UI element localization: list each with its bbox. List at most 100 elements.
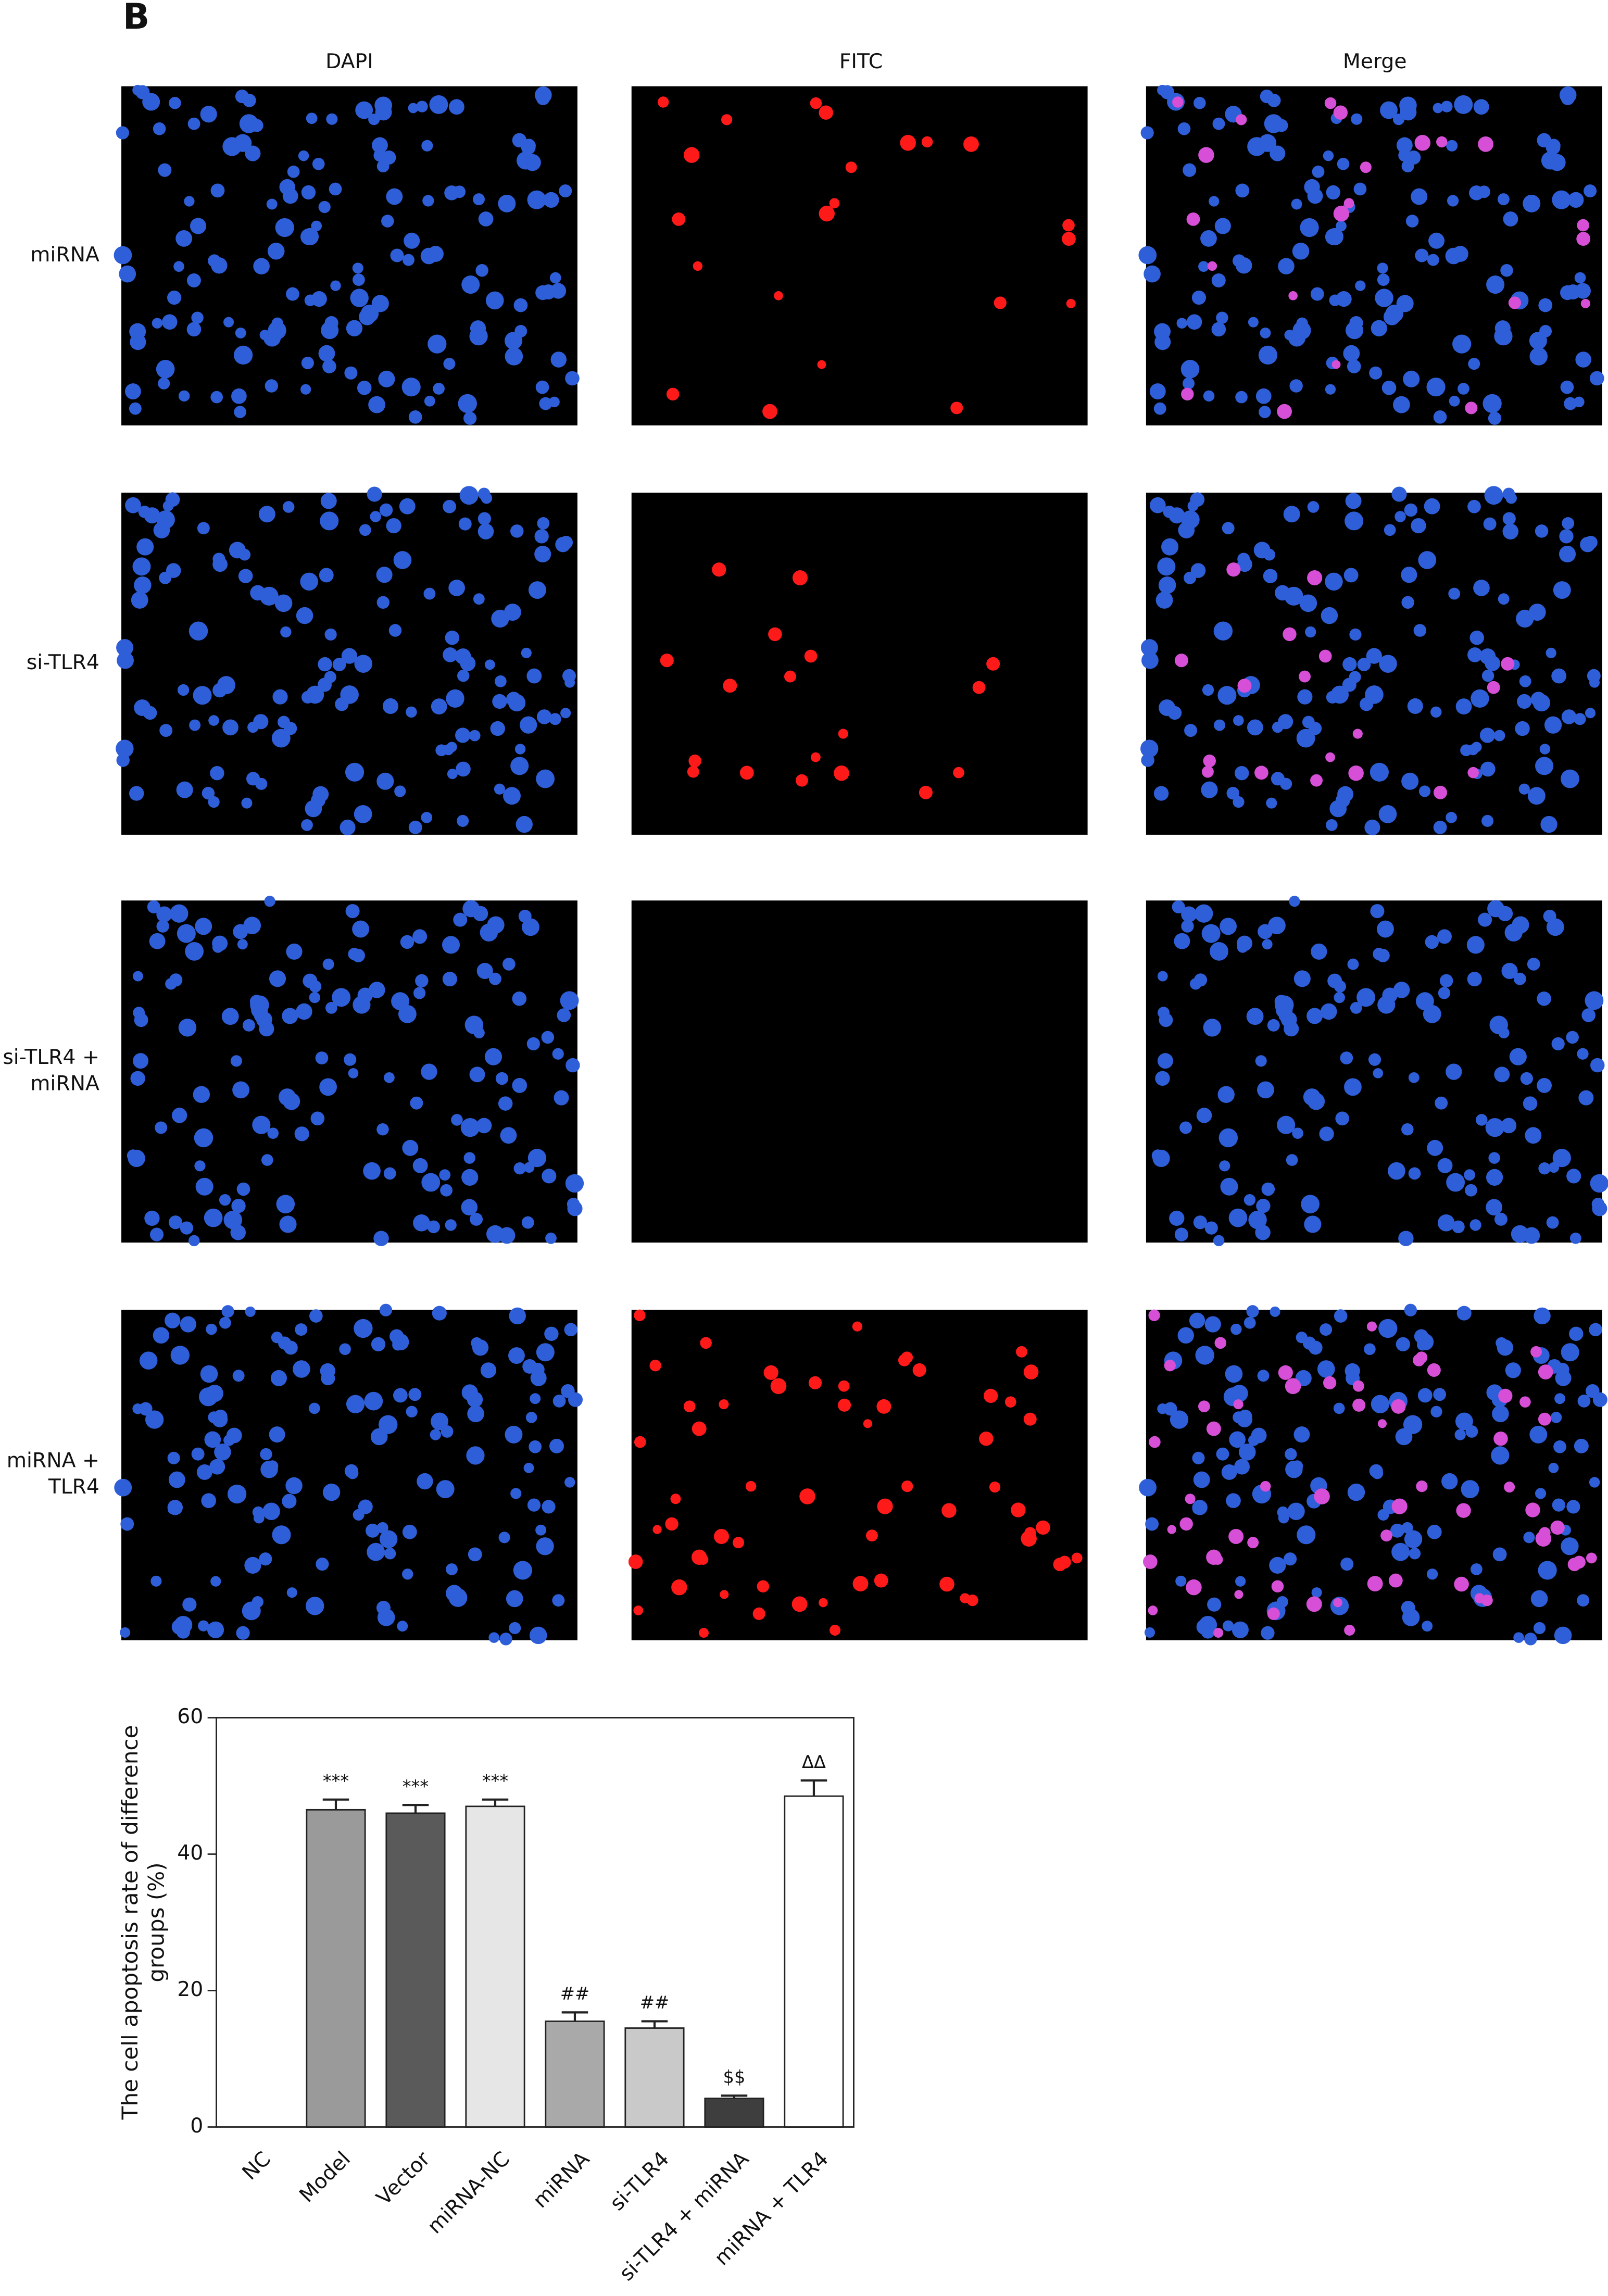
nucleus [236, 1182, 250, 1196]
bar [624, 2027, 685, 2128]
nucleus [262, 1502, 280, 1520]
nucleus [541, 1031, 555, 1044]
nucleus [1413, 624, 1427, 637]
nucleus [1233, 796, 1245, 808]
nucleus [550, 283, 567, 299]
plot-frame [216, 1717, 855, 2128]
nucleus [208, 254, 221, 268]
apoptotic-cell [1233, 1399, 1243, 1410]
nucleus [498, 194, 516, 212]
apoptotic-cell [1377, 1419, 1387, 1428]
nucleus [1302, 1336, 1316, 1350]
apoptotic-cell [762, 404, 777, 419]
nucleus [1574, 272, 1586, 284]
nucleus [1153, 500, 1165, 511]
nucleus [379, 503, 393, 517]
nucleus [423, 587, 436, 600]
nucleus [1395, 511, 1406, 522]
nucleus [366, 1523, 380, 1538]
nucleus [212, 557, 228, 572]
nucleus [169, 973, 183, 987]
nucleus [237, 939, 248, 950]
apoptotic-cell [1066, 298, 1076, 308]
nucleus [1469, 630, 1484, 645]
nucleus [491, 609, 509, 628]
nucleus [1167, 706, 1182, 720]
nucleus [382, 698, 398, 714]
micrograph [121, 896, 584, 1247]
nucleus [1590, 1174, 1608, 1193]
nucleus [1204, 1316, 1221, 1333]
nucleus [1144, 1627, 1155, 1638]
nucleus [1280, 1011, 1297, 1028]
apoptotic-cell [1414, 135, 1431, 151]
nucleus [1486, 275, 1505, 294]
nucleus [1399, 96, 1417, 115]
apoptotic-cell [712, 562, 726, 577]
nucleus [485, 291, 504, 310]
nucleus [1285, 1460, 1303, 1478]
nucleus [283, 722, 297, 735]
nucleus [129, 786, 144, 801]
nucleus [1337, 786, 1354, 802]
nucleus [259, 1552, 272, 1566]
nucleus [301, 819, 313, 831]
nucleus [1523, 194, 1541, 212]
bar [465, 1805, 525, 2128]
nucleus [1447, 195, 1459, 207]
nucleus [170, 1346, 190, 1365]
nucleus [1430, 1406, 1442, 1417]
nucleus [373, 1231, 389, 1246]
nucleus [1518, 783, 1530, 795]
nucleus [402, 1139, 419, 1156]
apoptotic-cell [1023, 1364, 1039, 1379]
nucleus [1192, 1451, 1205, 1464]
nucleus [159, 724, 173, 737]
nucleus [473, 193, 485, 206]
nucleus [1297, 689, 1313, 705]
apoptotic-cell [687, 766, 699, 778]
nucleus [1564, 397, 1577, 410]
nucleus [1401, 596, 1414, 609]
nucleus [494, 675, 507, 687]
nucleus [1365, 685, 1384, 704]
apoptotic-cell [770, 1378, 787, 1395]
nucleus [1589, 1477, 1600, 1488]
nucleus [309, 992, 321, 1003]
nucleus [1340, 1051, 1353, 1064]
nucleus [201, 1493, 216, 1509]
nucleus [1446, 1173, 1465, 1192]
nucleus [459, 486, 479, 505]
nucleus [1157, 557, 1176, 576]
nucleus [1380, 101, 1398, 119]
apoptotic-cell [1498, 1388, 1513, 1403]
nucleus [116, 739, 134, 758]
nucleus [1465, 1184, 1477, 1197]
nucleus [536, 1343, 555, 1362]
apoptotic-cell [1011, 1502, 1026, 1517]
nucleus [1461, 1480, 1479, 1499]
nucleus [1257, 1370, 1270, 1382]
nucleus [223, 317, 234, 328]
nucleus [167, 290, 182, 305]
nucleus [1525, 1127, 1542, 1144]
apoptotic-cell [692, 1549, 707, 1565]
apoptotic-cell [1333, 205, 1350, 222]
nucleus [463, 411, 477, 425]
micrograph [631, 493, 1088, 835]
nucleus [285, 287, 299, 301]
nucleus [1560, 285, 1575, 300]
nucleus [371, 1337, 386, 1352]
nucleus [245, 145, 261, 161]
apoptotic-cell [1344, 1624, 1355, 1636]
apoptotic-cell [1015, 1346, 1027, 1358]
nucleus [1426, 378, 1446, 397]
nucleus [1435, 1096, 1448, 1110]
nucleus [274, 594, 293, 612]
nucleus [156, 920, 169, 933]
nucleus [1180, 359, 1200, 379]
nucleus [1275, 119, 1288, 132]
apoptotic-cell [1388, 1573, 1403, 1588]
nucleus [512, 1078, 527, 1093]
nucleus [134, 576, 152, 594]
